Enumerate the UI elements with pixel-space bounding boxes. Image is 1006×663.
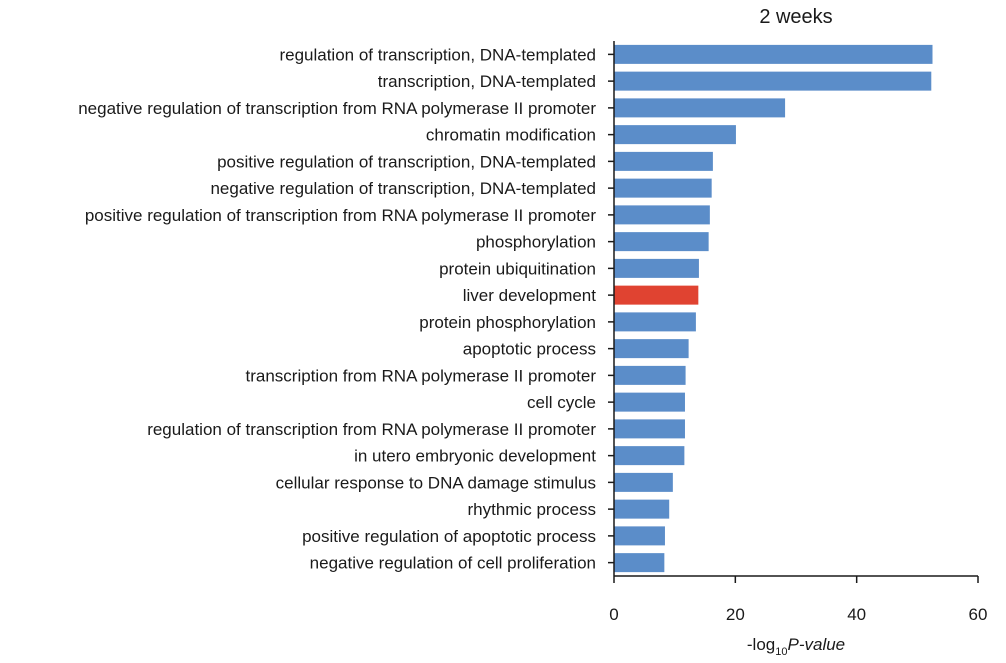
category-label-11: protein phosphorylation (419, 313, 596, 332)
bar-13 (614, 365, 686, 385)
category-label-17: cellular response to DNA damage stimulus (276, 473, 596, 492)
category-label-10: liver development (463, 286, 597, 305)
x-axis-label-subscript: 10 (775, 646, 787, 658)
bar-9 (614, 258, 699, 278)
category-label-6: negative regulation of transcription, DN… (210, 179, 596, 198)
x-axis-label-italic: P-value (787, 635, 845, 654)
bars-group (614, 44, 933, 573)
category-label-5: positive regulation of transcription, DN… (217, 152, 596, 171)
category-label-9: protein ubiquitination (439, 259, 596, 278)
x-tick-label-40: 40 (847, 605, 866, 624)
bar-4 (614, 125, 736, 145)
bar-19 (614, 526, 665, 546)
bar-5 (614, 151, 713, 171)
category-label-19: positive regulation of apoptotic process (302, 527, 596, 546)
bar-15 (614, 419, 685, 439)
bar-17 (614, 472, 673, 492)
bar-14 (614, 392, 685, 412)
category-label-12: apoptotic process (463, 340, 596, 359)
bar-6 (614, 178, 712, 198)
category-label-20: negative regulation of cell proliferatio… (310, 554, 596, 573)
x-axis-label: -log10P-value (747, 635, 845, 658)
bar-20 (614, 553, 665, 573)
category-label-1: regulation of transcription, DNA-templat… (279, 45, 596, 64)
category-labels-group: regulation of transcription, DNA-templat… (78, 45, 596, 572)
bar-8 (614, 232, 709, 252)
bar-12 (614, 339, 689, 359)
category-label-15: regulation of transcription from RNA pol… (147, 420, 596, 439)
bar-18 (614, 499, 670, 519)
category-label-4: chromatin modification (426, 126, 596, 145)
bar-16 (614, 446, 685, 466)
category-label-8: phosphorylation (476, 233, 596, 252)
category-label-14: cell cycle (527, 393, 596, 412)
bar-11 (614, 312, 696, 332)
bar-2 (614, 71, 932, 91)
x-tick-label-60: 60 (969, 605, 988, 624)
axes-group: 0 20 40 60 (608, 41, 987, 624)
category-label-7: positive regulation of transcription fro… (85, 206, 597, 225)
bar-7 (614, 205, 710, 225)
x-tick-label-0: 0 (609, 605, 618, 624)
bar-10 (614, 285, 699, 305)
category-label-13: transcription from RNA polymerase II pro… (245, 366, 596, 385)
bar-1 (614, 44, 933, 64)
bar-3 (614, 98, 786, 118)
chart-title: 2 weeks (759, 6, 832, 28)
category-label-18: rhythmic process (468, 500, 596, 519)
category-label-16: in utero embryonic development (354, 447, 596, 466)
category-label-2: transcription, DNA-templated (378, 72, 596, 91)
x-tick-label-20: 20 (726, 605, 745, 624)
category-label-3: negative regulation of transcription fro… (78, 99, 596, 118)
x-axis-label-prefix: -log (747, 635, 775, 654)
